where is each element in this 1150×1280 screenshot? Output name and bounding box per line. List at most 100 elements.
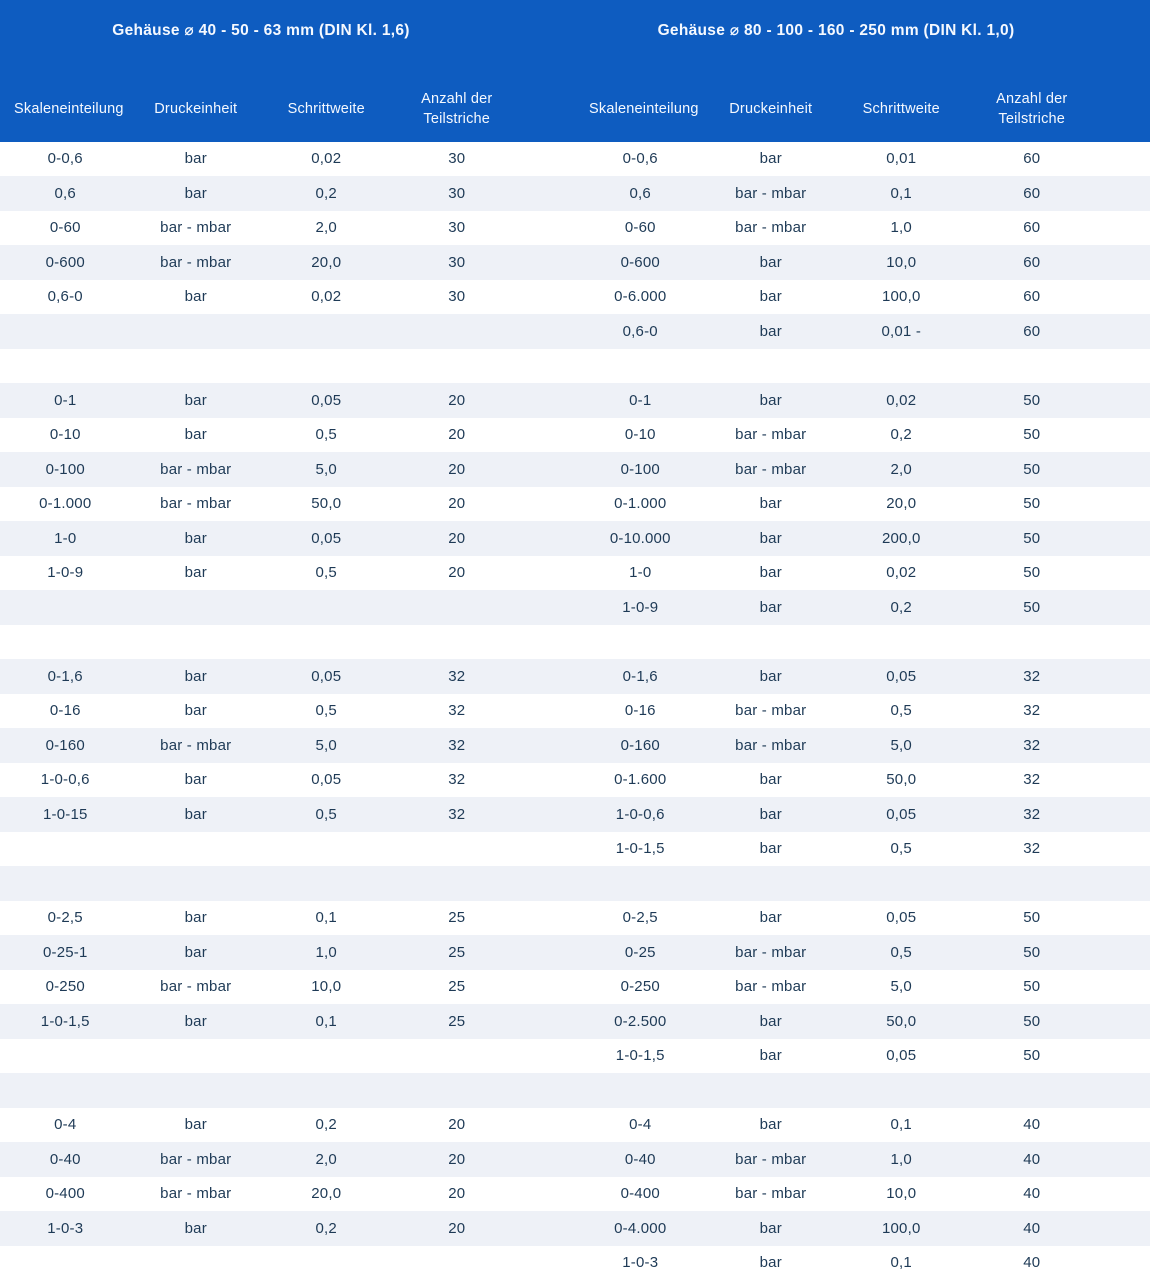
cell-skaleneinteilung: 0-6.000 xyxy=(614,288,667,306)
cell-druckeinheit: bar xyxy=(759,771,782,789)
cell-skaleneinteilung: 0-60 xyxy=(49,219,81,237)
table-row: 0,6 bar 0,2 30 0,6 bar - mbar 0,1 60 xyxy=(0,176,1150,211)
table-row xyxy=(0,624,1150,659)
table-row: 0-1 bar 0,05 20 0-1 bar 0,02 50 xyxy=(0,383,1150,418)
cell-teilstriche: 50 xyxy=(1023,1012,1041,1030)
cell-teilstriche: 20 xyxy=(448,1185,466,1203)
cell-teilstriche: 60 xyxy=(1023,288,1041,306)
cell-skaleneinteilung: 0-10.000 xyxy=(609,529,671,547)
table-row xyxy=(0,866,1150,901)
cell-schrittweite: 0,2 xyxy=(890,426,912,444)
cell-skaleneinteilung: 0-2,5 xyxy=(622,909,658,927)
cell-druckeinheit: bar xyxy=(184,1219,207,1237)
cell-druckeinheit: bar xyxy=(759,1254,782,1272)
cell-schrittweite: 2,0 xyxy=(315,1150,337,1168)
cell-skaleneinteilung: 0-10 xyxy=(624,426,656,444)
table-row: 0-0,6 bar 0,02 30 0-0,6 bar 0,01 60 xyxy=(0,141,1150,176)
cell-skaleneinteilung: 1-0-1,5 xyxy=(40,1012,90,1030)
cell-schrittweite: 0,02 xyxy=(311,150,342,168)
cell-druckeinheit: bar xyxy=(759,253,782,271)
cell-skaleneinteilung: 0-10 xyxy=(49,426,81,444)
cell-schrittweite: 5,0 xyxy=(890,736,912,754)
cell-schrittweite: 5,0 xyxy=(315,460,337,478)
cell-druckeinheit: bar xyxy=(184,1116,207,1134)
cell-druckeinheit: bar - mbar xyxy=(735,736,807,754)
table-row: 0-400 bar - mbar 20,0 20 0-400 bar - mbar 10,0… xyxy=(0,1176,1150,1211)
cell-druckeinheit: bar xyxy=(184,426,207,444)
table-row: 0-16 bar 0,5 32 0-16 bar - mbar 0,5 32 xyxy=(0,693,1150,728)
cell-schrittweite: 50,0 xyxy=(886,771,917,789)
cell-schrittweite: 0,1 xyxy=(890,1254,912,1272)
cell-skaleneinteilung: 0-1.600 xyxy=(614,771,667,789)
cell-schrittweite: 0,2 xyxy=(315,184,337,202)
cell-druckeinheit: bar xyxy=(759,150,782,168)
cell-schrittweite: 0,05 xyxy=(886,667,917,685)
cell-skaleneinteilung: 0-160 xyxy=(45,736,85,754)
cell-skaleneinteilung: 0-4.000 xyxy=(614,1219,667,1237)
cell-schrittweite: 0,02 xyxy=(886,564,917,582)
cell-schrittweite: 20,0 xyxy=(311,253,342,271)
cell-druckeinheit: bar - mbar xyxy=(160,736,232,754)
table-row: 0-2,5 bar 0,1 25 0-2,5 bar 0,05 50 xyxy=(0,900,1150,935)
cell-druckeinheit: bar xyxy=(759,1047,782,1065)
cell-skaleneinteilung: 0-100 xyxy=(45,460,85,478)
cell-skaleneinteilung: 1-0-1,5 xyxy=(615,840,665,858)
cell-druckeinheit: bar xyxy=(184,288,207,306)
column-gap xyxy=(1097,21,1150,41)
cell-schrittweite: 0,5 xyxy=(890,943,912,961)
cell-skaleneinteilung: 0-250 xyxy=(620,978,660,996)
cell-teilstriche: 20 xyxy=(448,1116,466,1134)
cell-skaleneinteilung: 0-250 xyxy=(45,978,85,996)
cell-teilstriche: 32 xyxy=(448,805,466,823)
cell-druckeinheit: bar xyxy=(759,909,782,927)
cell-schrittweite: 0,1 xyxy=(315,909,337,927)
cell-schrittweite: 0,5 xyxy=(890,702,912,720)
table-header: Gehäuse ⌀ 40 - 50 - 63 mm (DIN Kl. 1,6) … xyxy=(0,0,1150,142)
cell-schrittweite: 0,05 xyxy=(886,805,917,823)
cell-skaleneinteilung: 0-40 xyxy=(624,1150,656,1168)
cell-teilstriche: 20 xyxy=(448,529,466,547)
cell-skaleneinteilung: 0-16 xyxy=(49,702,81,720)
cell-druckeinheit: bar xyxy=(184,564,207,582)
cell-teilstriche: 40 xyxy=(1023,1185,1041,1203)
cell-skaleneinteilung: 0-1,6 xyxy=(622,667,658,685)
cell-teilstriche: 60 xyxy=(1023,219,1041,237)
cell-schrittweite: 2,0 xyxy=(315,219,337,237)
table-row: 0-100 bar - mbar 5,0 20 0-100 bar - mbar 2,0 50 xyxy=(0,452,1150,487)
cell-schrittweite: 10,0 xyxy=(886,253,917,271)
cell-druckeinheit: bar xyxy=(184,943,207,961)
cell-teilstriche: 32 xyxy=(1023,771,1041,789)
cell-schrittweite: 100,0 xyxy=(881,1219,921,1237)
table-row: 0-600 bar - mbar 20,0 30 0-600 bar 10,0 60 xyxy=(0,245,1150,280)
cell-teilstriche: 40 xyxy=(1023,1150,1041,1168)
cell-druckeinheit: bar xyxy=(759,564,782,582)
cell-druckeinheit: bar - mbar xyxy=(735,702,807,720)
column-gap xyxy=(522,21,575,41)
left-table-title: Gehäuse ⌀ 40 - 50 - 63 mm (DIN Kl. 1,6) xyxy=(112,22,410,39)
cell-teilstriche: 32 xyxy=(1023,840,1041,858)
cell-teilstriche: 60 xyxy=(1023,150,1041,168)
cell-druckeinheit: bar xyxy=(184,529,207,547)
cell-druckeinheit: bar xyxy=(759,1116,782,1134)
table-row: 0,6-0 bar 0,02 30 0-6.000 bar 100,0 60 xyxy=(0,279,1150,314)
cell-skaleneinteilung: 0-600 xyxy=(45,253,85,271)
cell-teilstriche: 32 xyxy=(1023,702,1041,720)
cell-skaleneinteilung: 0-160 xyxy=(620,736,660,754)
cell-druckeinheit: bar xyxy=(759,1012,782,1030)
cell-druckeinheit: bar xyxy=(184,702,207,720)
cell-schrittweite: 0,05 xyxy=(886,1047,917,1065)
column-header-druckeinheit: Druckeinheit xyxy=(729,100,813,117)
cell-druckeinheit: bar - mbar xyxy=(160,978,232,996)
cell-skaleneinteilung: 0-1 xyxy=(54,391,77,409)
cell-teilstriche: 20 xyxy=(448,1219,466,1237)
right-table-title: Gehäuse ⌀ 80 - 100 - 160 - 250 mm (DIN K… xyxy=(657,22,1015,39)
cell-skaleneinteilung: 1-0 xyxy=(629,564,652,582)
cell-skaleneinteilung: 0-0,6 xyxy=(622,150,658,168)
cell-druckeinheit: bar xyxy=(184,1012,207,1030)
table-row: 0-250 bar - mbar 10,0 25 0-250 bar - mbar 5,0 5… xyxy=(0,969,1150,1004)
cell-druckeinheit: bar xyxy=(759,840,782,858)
cell-schrittweite: 0,1 xyxy=(315,1012,337,1030)
table-row xyxy=(0,1073,1150,1108)
cell-skaleneinteilung: 1-0-3 xyxy=(622,1254,659,1272)
cell-druckeinheit: bar xyxy=(759,391,782,409)
